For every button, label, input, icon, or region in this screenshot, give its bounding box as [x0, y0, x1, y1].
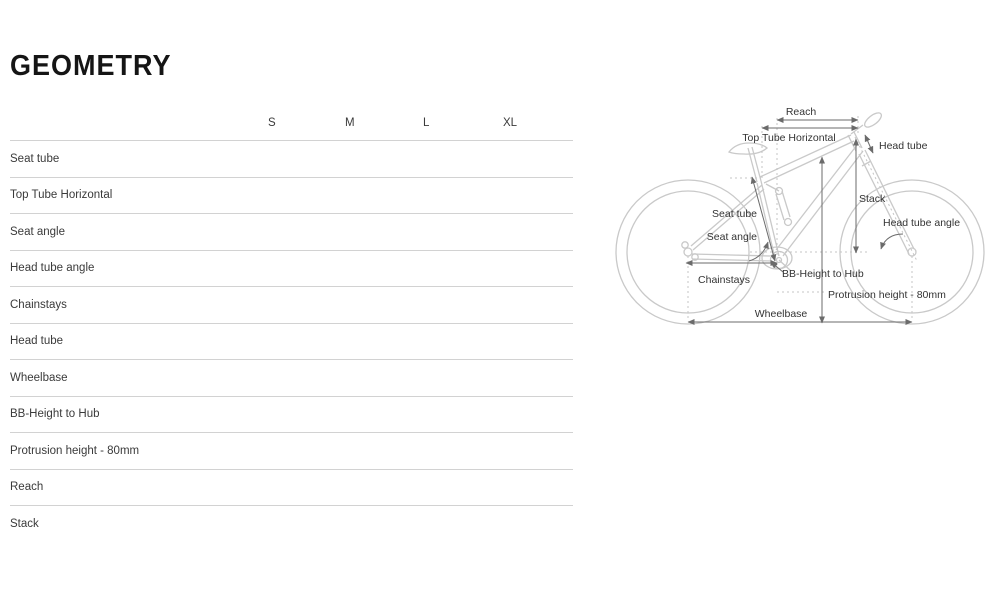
- bb-height-arrow: [770, 261, 784, 273]
- column-header-m: M: [345, 116, 355, 129]
- seat-tube-arrow: [750, 176, 777, 262]
- chainstays-label: Chainstays: [698, 274, 750, 286]
- head-tube-angle-label: Head tube angle: [883, 217, 960, 229]
- seat-angle-arc: [748, 241, 769, 262]
- table-row: Wheelbase: [10, 360, 573, 397]
- table-row: Head tube: [10, 324, 573, 360]
- column-header-xl: XL: [503, 116, 518, 129]
- fork: [858, 149, 915, 255]
- bb-height-label: BB-Height to Hub: [782, 268, 864, 280]
- table-row: Protrusion height - 80mm: [10, 433, 573, 470]
- table-body: Seat tube Top Tube Horizontal Seat angle…: [10, 141, 573, 542]
- table-row: Chainstays: [10, 287, 573, 324]
- table-row: BB-Height to Hub: [10, 397, 573, 433]
- top-tube-label: Top Tube Horizontal: [742, 132, 835, 144]
- column-header-l: L: [423, 116, 430, 129]
- handlebar: [850, 112, 883, 135]
- table-row: Reach: [10, 470, 573, 506]
- protrusion-label: Protrusion height - 80mm: [828, 289, 946, 301]
- table-header-row: S M L XL: [10, 105, 573, 141]
- bike-geometry-diagram: Reach Top Tube Horizontal Head tube Seat…: [600, 90, 1000, 340]
- rear-hub: [683, 247, 693, 257]
- table-row: Seat tube: [10, 141, 573, 178]
- table-row: Top Tube Horizontal: [10, 178, 573, 214]
- diagram-labels: Reach Top Tube Horizontal Head tube Seat…: [698, 106, 960, 320]
- front-hub: [907, 247, 917, 257]
- saddle: [727, 142, 769, 155]
- seat-tube-label: Seat tube: [712, 208, 757, 220]
- table-row: Head tube angle: [10, 251, 573, 287]
- wheelbase-label: Wheelbase: [755, 308, 808, 320]
- dimension-arrows: [685, 117, 913, 325]
- table-row: Stack: [10, 517, 39, 530]
- bike-diagram-svg: Reach Top Tube Horizontal Head tube Seat…: [615, 106, 985, 325]
- head-tube-arrow: [864, 134, 874, 154]
- column-header-s: S: [268, 116, 276, 129]
- page-title: GEOMETRY: [10, 50, 172, 82]
- reach-label: Reach: [786, 106, 817, 118]
- seat-angle-label: Seat angle: [707, 231, 757, 243]
- head-tube-angle-arc: [880, 233, 904, 250]
- geometry-table: S M L XL Seat tube Top Tube Horizontal S…: [10, 105, 573, 542]
- head-tube-label: Head tube: [879, 140, 928, 152]
- stack-label: Stack: [859, 193, 886, 205]
- table-row: Seat angle: [10, 214, 573, 251]
